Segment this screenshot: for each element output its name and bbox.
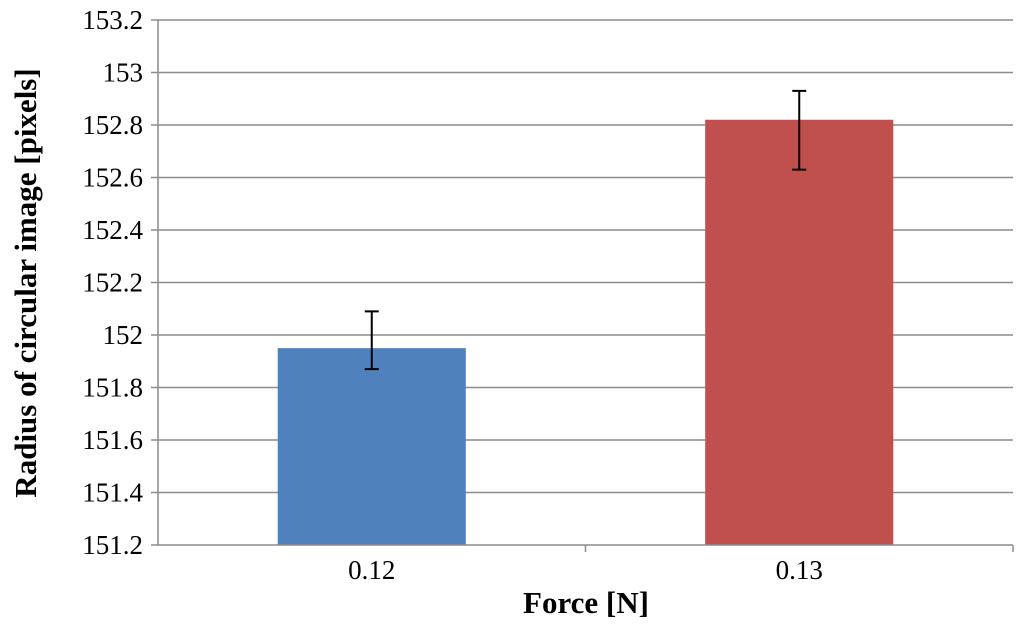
y-tick-label: 152 bbox=[103, 320, 144, 350]
y-tick-label: 151.2 bbox=[82, 530, 143, 560]
x-axis-title: Force [N] bbox=[523, 585, 649, 620]
y-tick-label: 153.2 bbox=[82, 5, 143, 35]
y-tick-label: 152.2 bbox=[82, 268, 143, 298]
bar bbox=[705, 119, 894, 545]
bar bbox=[277, 348, 466, 545]
bars bbox=[277, 119, 894, 545]
y-tick-label: 153 bbox=[103, 58, 144, 88]
y-tick-labels: 151.2 151.4 151.6 151.8 152 152.2 152.4 152.6 15… bbox=[82, 5, 143, 560]
axes bbox=[151, 19, 1014, 552]
x-tick-label: 0.13 bbox=[776, 555, 823, 585]
y-tick-label: 151.4 bbox=[82, 478, 143, 508]
y-tick-label: 152.4 bbox=[82, 215, 143, 245]
y-axis-title: Radius of circular image [pixels] bbox=[8, 68, 43, 497]
error-bars bbox=[364, 89, 807, 371]
y-tick-label: 151.6 bbox=[82, 425, 143, 455]
y-tick-label: 152.6 bbox=[82, 163, 143, 193]
y-tick-label: 152.8 bbox=[82, 110, 143, 140]
x-tick-label: 0.12 bbox=[348, 555, 395, 585]
x-tick-labels: 0.12 0.13 bbox=[348, 555, 823, 585]
y-tick-label: 151.8 bbox=[82, 373, 143, 403]
